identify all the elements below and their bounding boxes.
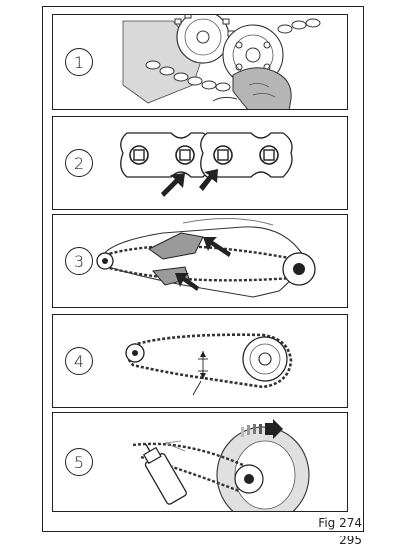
chain-lubrication-illustration	[132, 419, 310, 511]
step-number-1: 1	[65, 48, 93, 76]
step-number-2: 2	[65, 149, 93, 177]
step-number-5: 5	[65, 448, 93, 476]
step-panel-4: 4	[52, 314, 348, 408]
chain-slack-illustration	[125, 333, 293, 396]
figure-label: Fig 274	[318, 516, 362, 530]
step-number-3: 3	[65, 247, 93, 275]
step-panel-3: 3	[52, 214, 348, 308]
page-number: 295	[339, 536, 362, 544]
step-panel-1: 1	[52, 14, 348, 110]
chain-link-illustration	[120, 132, 293, 197]
swingarm-illustration	[96, 218, 316, 298]
step-panel-2: 2	[52, 116, 348, 210]
step-panel-5: 5	[52, 412, 348, 512]
chain-cleaning-illustration	[122, 15, 321, 109]
step-number-4: 4	[65, 347, 93, 375]
figure-frame	[42, 6, 364, 532]
